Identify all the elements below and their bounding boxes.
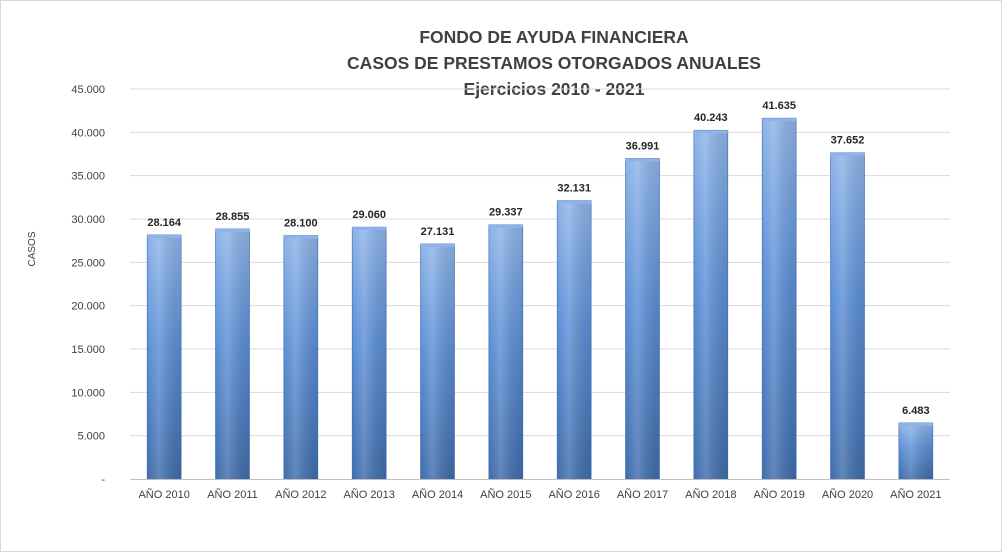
bar-cap <box>898 422 933 426</box>
x-tick-label: AÑO 2015 <box>480 488 531 501</box>
x-tick-label: AÑO 2014 <box>412 488 463 501</box>
x-tick-label: AÑO 2020 <box>822 488 873 501</box>
data-label: 27.131 <box>421 226 455 238</box>
x-tick-label: AÑO 2012 <box>275 488 326 501</box>
x-tick-label: AÑO 2016 <box>548 488 599 501</box>
y-axis-ticks: - 5.000 10.000 15.000 20.000 25.000 30.000 35.0… <box>71 84 105 486</box>
data-label: 6.483 <box>902 405 930 417</box>
y-tick-label: - <box>101 474 105 486</box>
bar-cap <box>488 224 523 228</box>
bar-sheen <box>830 152 865 479</box>
bar-sheen <box>557 200 592 480</box>
x-tick-label: AÑO 2018 <box>685 488 736 501</box>
y-tick-label: 25.000 <box>71 257 105 269</box>
y-tick-label: 45.000 <box>71 84 105 96</box>
gridlines <box>130 88 950 437</box>
x-tick-label: AÑO 2013 <box>343 488 394 501</box>
data-label: 36.991 <box>626 140 660 152</box>
x-axis-ticks: AÑO 2010 AÑO 2011 AÑO 2012 AÑO 2013 AÑO 2014… <box>138 488 941 501</box>
bar-sheen <box>693 130 728 479</box>
chart-title-line-2: CASOS DE PRESTAMOS OTORGADOS ANUALES <box>347 53 761 73</box>
bar-sheen <box>352 227 387 479</box>
x-tick-label: AÑO 2010 <box>138 488 189 501</box>
data-label: 28.164 <box>147 217 182 229</box>
bar-cap <box>693 130 728 134</box>
data-label: 29.060 <box>352 209 386 221</box>
y-tick-label: 40.000 <box>71 127 105 139</box>
x-tick-label: AÑO 2019 <box>753 488 804 501</box>
x-tick-label: AÑO 2011 <box>207 488 258 501</box>
bar-cap <box>352 227 387 231</box>
bars <box>146 117 934 480</box>
y-tick-label: 35.000 <box>71 171 105 183</box>
y-tick-label: 15.000 <box>71 344 105 356</box>
y-axis-label: CASOS <box>27 231 38 266</box>
data-label: 29.337 <box>489 207 523 219</box>
x-tick-label: AÑO 2021 <box>890 488 941 501</box>
bar-cap <box>830 152 865 156</box>
bar-cap <box>557 200 592 204</box>
data-label: 28.855 <box>216 211 250 223</box>
y-tick-label: 5.000 <box>77 431 105 443</box>
bar-sheen <box>283 235 318 479</box>
y-tick-label: 10.000 <box>71 387 105 399</box>
bar-sheen <box>625 158 660 480</box>
bar-sheen <box>420 243 455 479</box>
bar-sheen <box>147 234 182 479</box>
data-label: 41.635 <box>762 100 796 112</box>
bar-cap <box>762 118 797 122</box>
bar-sheen <box>898 422 933 479</box>
bar-cap <box>625 158 660 162</box>
bar-sheen <box>215 228 250 479</box>
bar-cap <box>420 243 455 247</box>
x-tick-label: AÑO 2017 <box>617 488 668 501</box>
bar-sheen <box>488 224 523 479</box>
data-label: 37.652 <box>831 135 865 147</box>
bar-sheen <box>762 118 797 479</box>
data-labels: 28.164 28.855 28.100 29.060 27.131 29.337 32.1… <box>147 100 929 417</box>
chart-title: FONDO DE AYUDA FINANCIERA CASOS DE PREST… <box>347 27 761 99</box>
data-label: 32.131 <box>557 183 591 195</box>
chart-title-line-1: FONDO DE AYUDA FINANCIERA <box>419 27 689 47</box>
data-label: 28.100 <box>284 217 318 229</box>
bar-cap <box>215 228 250 232</box>
y-tick-label: 30.000 <box>71 214 105 226</box>
bar-cap <box>147 234 182 238</box>
y-tick-label: 20.000 <box>71 301 105 313</box>
bar-cap <box>283 235 318 239</box>
data-label: 40.243 <box>694 112 728 124</box>
